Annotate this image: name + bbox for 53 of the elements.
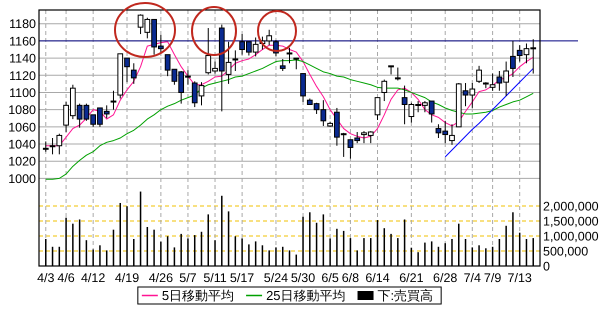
y2-tick-label: 0 xyxy=(543,260,550,274)
x-tick-label: 5/7 xyxy=(179,271,197,285)
candlestick xyxy=(280,58,286,72)
candlestick xyxy=(381,79,388,102)
x-tick-label: 6/21 xyxy=(399,271,424,285)
candlestick xyxy=(110,90,116,110)
x-tick-label: 4/6 xyxy=(57,271,75,285)
y-tick-label: 1140 xyxy=(9,52,36,66)
candlestick xyxy=(286,47,292,64)
x-tick-label: 5/30 xyxy=(290,271,316,285)
candlestick xyxy=(300,73,306,102)
line-series xyxy=(45,41,534,146)
x-tick-label: 7/9 xyxy=(484,271,502,285)
y2-tick-label: 1,000,000 xyxy=(543,229,599,244)
y-tick-label: 1020 xyxy=(8,154,36,169)
y-tick-label: 1160 xyxy=(9,34,36,48)
y-tick-label: 1100 xyxy=(9,86,36,100)
x-tick-label: 5/17 xyxy=(230,271,254,285)
x-tick-label: 7/13 xyxy=(508,271,532,285)
candlestick xyxy=(449,124,455,146)
candlestick xyxy=(510,40,516,78)
y-tick-label: 1000 xyxy=(8,172,36,186)
y-tick-label: 1180 xyxy=(9,17,36,32)
candlestick xyxy=(232,50,238,72)
x-tick-label: 6/5 xyxy=(321,271,339,285)
y-tick-label: 1040 xyxy=(8,138,36,152)
x-tick-label: 6/14 xyxy=(365,271,390,285)
x-tick-label: 5/11 xyxy=(203,271,227,285)
candlestick xyxy=(42,140,49,152)
legend-label: 5日移動平均 xyxy=(162,288,234,303)
candlestick xyxy=(293,58,300,70)
candlestick xyxy=(394,67,401,81)
x-tick-label: 7/4 xyxy=(464,271,482,285)
x-tick-label: 6/28 xyxy=(433,271,458,285)
candlestick xyxy=(374,97,380,120)
y-tick-label: 1060 xyxy=(8,120,36,134)
legend-label: 下:売買高 xyxy=(378,288,434,303)
y2-tick-label: 2,000,000 xyxy=(543,199,599,214)
candlestick xyxy=(476,65,482,84)
candlestick xyxy=(130,62,137,84)
y-tick-label: 1080 xyxy=(8,103,36,118)
line-series xyxy=(444,68,534,158)
x-tick-label: 4/3 xyxy=(37,271,54,285)
y-tick-label: 1120 xyxy=(9,68,36,83)
y2-tick-label: 500,000 xyxy=(543,244,588,258)
x-tick-label: 5/24 xyxy=(264,271,288,285)
x-tick-label: 4/12 xyxy=(80,271,106,285)
x-tick-label: 4/19 xyxy=(114,271,140,285)
x-tick-label: 4/26 xyxy=(148,271,174,285)
legend-label: 25日移動平均 xyxy=(266,288,346,303)
line-series xyxy=(45,59,534,180)
x-tick-label: 6/8 xyxy=(342,271,360,285)
y2-tick-label: 1,500,000 xyxy=(543,214,599,228)
